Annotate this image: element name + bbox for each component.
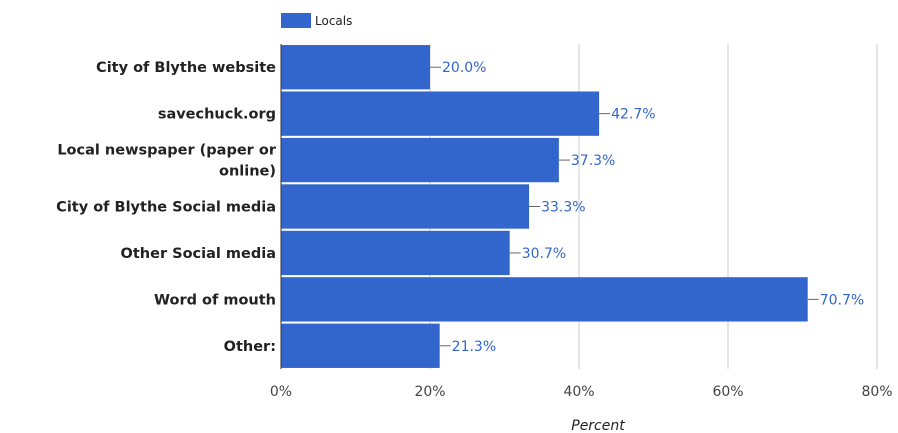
bar-6 xyxy=(281,323,440,368)
x-tick-label-60: 60% xyxy=(712,384,743,400)
legend-swatch-locals xyxy=(281,13,311,28)
bar-2 xyxy=(281,137,559,183)
x-tick-label-0: 0% xyxy=(270,384,292,400)
category-label-6: Other: xyxy=(224,339,276,355)
bar-5 xyxy=(281,277,808,322)
category-label-2: Local newspaper (paper or online) xyxy=(57,143,277,180)
legend-label-locals: Locals xyxy=(315,14,352,28)
bar-0 xyxy=(281,45,430,90)
category-label-1: savechuck.org xyxy=(158,107,276,123)
bars xyxy=(281,45,808,368)
data-label-6: 21.3% xyxy=(452,339,496,355)
bar-3 xyxy=(281,184,530,229)
data-label-0: 20.0% xyxy=(442,60,486,76)
data-label-5: 70.7% xyxy=(820,292,864,308)
x-tick-label-20: 20% xyxy=(414,384,445,400)
data-label-2: 37.3% xyxy=(571,153,615,169)
category-labels: City of Blythe website savechuck.org Local… xyxy=(56,60,277,355)
bar-4 xyxy=(281,230,510,276)
category-label-5: Word of mouth xyxy=(154,292,276,308)
tick-labels: 0% 20% 40% 60% 80% xyxy=(270,384,893,400)
category-label-4: Other Social media xyxy=(121,246,276,262)
x-tick-label-40: 40% xyxy=(563,384,594,400)
bar-1 xyxy=(281,91,600,136)
data-label-1: 42.7% xyxy=(611,107,655,123)
legend: Locals xyxy=(281,13,352,28)
data-labels: 20.0% 42.7% 37.3% 33.3% 30.7% 70.7% 21.3% xyxy=(430,60,864,355)
x-tick-label-80: 80% xyxy=(861,384,892,400)
data-label-4: 30.7% xyxy=(522,246,566,262)
data-label-3: 33.3% xyxy=(541,200,585,216)
category-label-3: City of Blythe Social media xyxy=(56,200,276,216)
x-axis-title: Percent xyxy=(571,418,625,433)
category-label-0: City of Blythe website xyxy=(96,60,276,76)
